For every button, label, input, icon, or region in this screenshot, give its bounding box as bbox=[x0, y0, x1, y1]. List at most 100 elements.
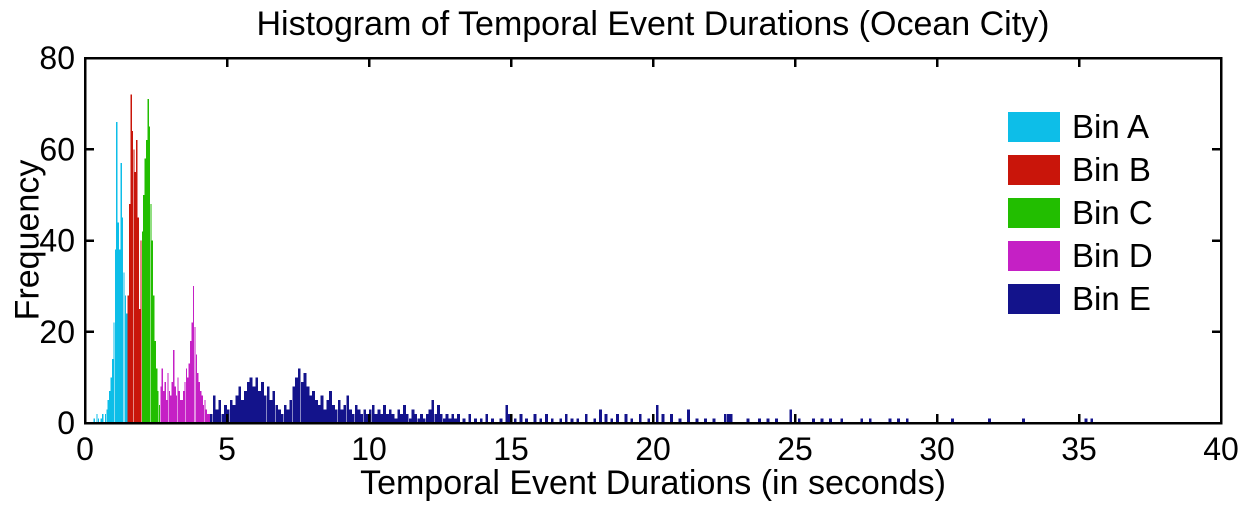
histogram-bar bbox=[445, 413, 449, 424]
histogram-bar bbox=[161, 368, 163, 423]
histogram-bar bbox=[173, 350, 175, 423]
histogram-bar bbox=[187, 377, 189, 424]
histogram-bar bbox=[860, 418, 864, 423]
histogram-bar bbox=[160, 386, 162, 423]
histogram-bar bbox=[951, 418, 954, 423]
histogram-bar bbox=[457, 413, 460, 424]
histogram-bar bbox=[246, 381, 250, 423]
histogram-bar bbox=[272, 391, 276, 423]
legend-item: Bin A bbox=[1008, 110, 1153, 143]
histogram-bar bbox=[194, 327, 196, 423]
histogram-bar bbox=[229, 400, 233, 423]
histogram-bar bbox=[212, 395, 216, 424]
histogram-bar bbox=[1022, 418, 1025, 423]
histogram-bar bbox=[525, 418, 528, 423]
histogram-bar bbox=[127, 295, 129, 423]
histogram-bar bbox=[440, 413, 443, 424]
histogram-bar bbox=[789, 409, 793, 423]
histogram-bar bbox=[144, 158, 146, 424]
histogram-bar bbox=[340, 409, 344, 423]
histogram-bar bbox=[97, 418, 100, 423]
histogram-bar bbox=[295, 377, 298, 424]
histogram-bar bbox=[840, 418, 844, 423]
x-tick-label: 0 bbox=[76, 431, 94, 467]
histogram-bar bbox=[422, 418, 426, 423]
histogram-bar bbox=[363, 409, 367, 423]
histogram-bar bbox=[360, 413, 364, 424]
histogram-bar bbox=[704, 418, 707, 423]
x-tick-label: 5 bbox=[218, 431, 236, 467]
histogram-bar bbox=[141, 231, 144, 424]
histogram-bar bbox=[177, 377, 179, 424]
histogram-bar bbox=[207, 413, 209, 424]
histogram-bar bbox=[252, 386, 256, 423]
histogram-bar bbox=[462, 418, 466, 423]
histogram-bar bbox=[369, 409, 372, 423]
histogram-bar bbox=[167, 372, 169, 423]
histogram-bar bbox=[123, 272, 125, 423]
histogram-bar bbox=[289, 400, 293, 423]
histogram-bar bbox=[312, 391, 315, 423]
histogram-bar bbox=[148, 126, 151, 423]
histogram-bar bbox=[604, 413, 608, 424]
histogram-bar bbox=[146, 140, 148, 424]
legend-label: Bin E bbox=[1072, 280, 1151, 317]
histogram-bar bbox=[197, 372, 199, 423]
histogram-bar bbox=[420, 413, 423, 424]
histogram-bar bbox=[137, 217, 139, 423]
histogram-bar bbox=[121, 217, 124, 423]
x-tick-label: 25 bbox=[777, 431, 813, 467]
histogram-bar bbox=[474, 418, 477, 423]
histogram-bar bbox=[96, 413, 98, 424]
histogram-bar bbox=[200, 391, 202, 423]
histogram-bar bbox=[106, 409, 108, 423]
legend-label: Bin D bbox=[1072, 237, 1153, 274]
histogram-bar bbox=[687, 409, 690, 423]
legend: Bin A Bin B Bin C Bin D Bin E bbox=[1008, 110, 1153, 327]
x-tick-label: 35 bbox=[1061, 431, 1097, 467]
histogram-bar bbox=[797, 418, 801, 423]
histogram-bar bbox=[505, 404, 509, 423]
histogram-bar bbox=[258, 391, 261, 423]
histogram-bar bbox=[151, 240, 154, 423]
histogram-bar bbox=[154, 340, 156, 424]
histogram-bar bbox=[266, 386, 270, 423]
histogram-bar bbox=[647, 418, 651, 423]
histogram-bar bbox=[303, 372, 307, 423]
histogram-bar bbox=[182, 391, 185, 423]
histogram-bar bbox=[124, 295, 127, 423]
histogram-bar bbox=[388, 409, 392, 423]
histogram-bar bbox=[184, 381, 186, 423]
y-tick-label: 40 bbox=[39, 223, 75, 259]
histogram-bar bbox=[905, 418, 909, 423]
histogram-bar bbox=[109, 391, 111, 423]
histogram-bar bbox=[661, 413, 665, 424]
histogram-bar bbox=[1090, 418, 1094, 423]
histogram-bar bbox=[726, 413, 730, 424]
histogram-bar bbox=[616, 413, 619, 424]
histogram-bar bbox=[468, 413, 472, 424]
histogram-bar bbox=[147, 99, 149, 423]
histogram-bar bbox=[153, 295, 155, 423]
histogram-bar bbox=[227, 409, 230, 423]
histogram-bar bbox=[320, 395, 324, 424]
histogram-bar bbox=[746, 418, 750, 423]
histogram-bar bbox=[357, 409, 361, 423]
histogram-bar bbox=[134, 172, 137, 423]
legend-item: Bin C bbox=[1008, 196, 1153, 229]
histogram-bar bbox=[170, 395, 172, 424]
histogram-bar bbox=[232, 404, 236, 423]
histogram-bar bbox=[411, 409, 415, 423]
histogram-bar bbox=[116, 121, 118, 424]
histogram-bar bbox=[143, 194, 145, 424]
histogram-bar bbox=[380, 413, 384, 424]
histogram-bar bbox=[868, 418, 872, 423]
histogram-bar bbox=[533, 413, 537, 424]
histogram-bar bbox=[178, 391, 181, 423]
histogram-bar bbox=[323, 409, 327, 423]
legend-swatch bbox=[1008, 112, 1060, 142]
histogram-bar bbox=[136, 140, 138, 424]
histogram-bar bbox=[110, 377, 112, 424]
legend-swatch bbox=[1008, 155, 1060, 185]
legend-swatch bbox=[1008, 284, 1060, 314]
